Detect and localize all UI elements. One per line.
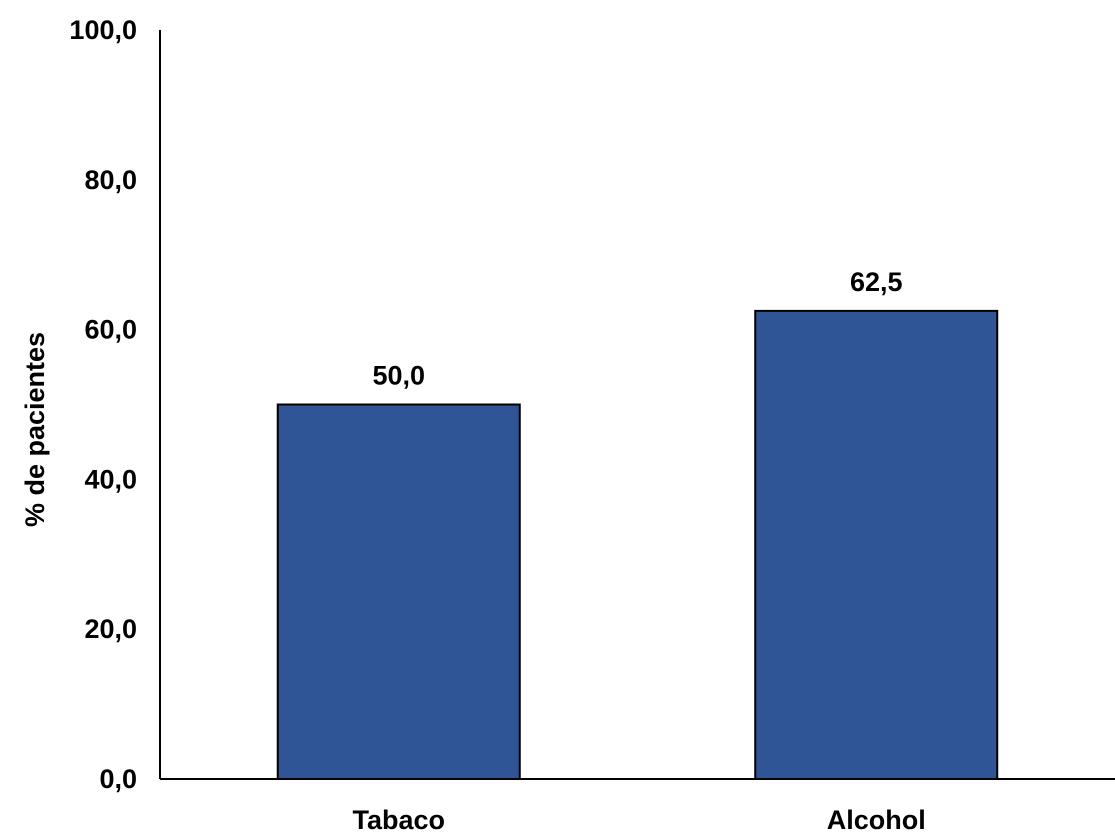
y-tick-label: 100,0	[69, 15, 137, 45]
bar-tabaco	[276, 403, 521, 780]
y-axis-title: % de pacientes	[20, 332, 50, 527]
y-tick-label: 0,0	[99, 764, 137, 794]
data-labels: 50,0 62,5	[372, 267, 902, 391]
data-label: 50,0	[372, 361, 425, 391]
bar-alcohol	[754, 309, 999, 780]
y-tick-label: 40,0	[84, 464, 137, 494]
y-tick-label: 20,0	[84, 614, 137, 644]
category-label: Tabaco	[352, 805, 445, 835]
bars	[276, 309, 999, 780]
y-tick-label: 80,0	[84, 165, 137, 195]
category-labels: Tabaco Alcohol	[352, 805, 925, 835]
category-label: Alcohol	[827, 805, 926, 835]
y-tick-label: 60,0	[84, 315, 137, 345]
y-tick-labels: 0,0 20,0 40,0 60,0 80,0 100,0	[69, 15, 137, 794]
data-label: 62,5	[850, 267, 903, 297]
